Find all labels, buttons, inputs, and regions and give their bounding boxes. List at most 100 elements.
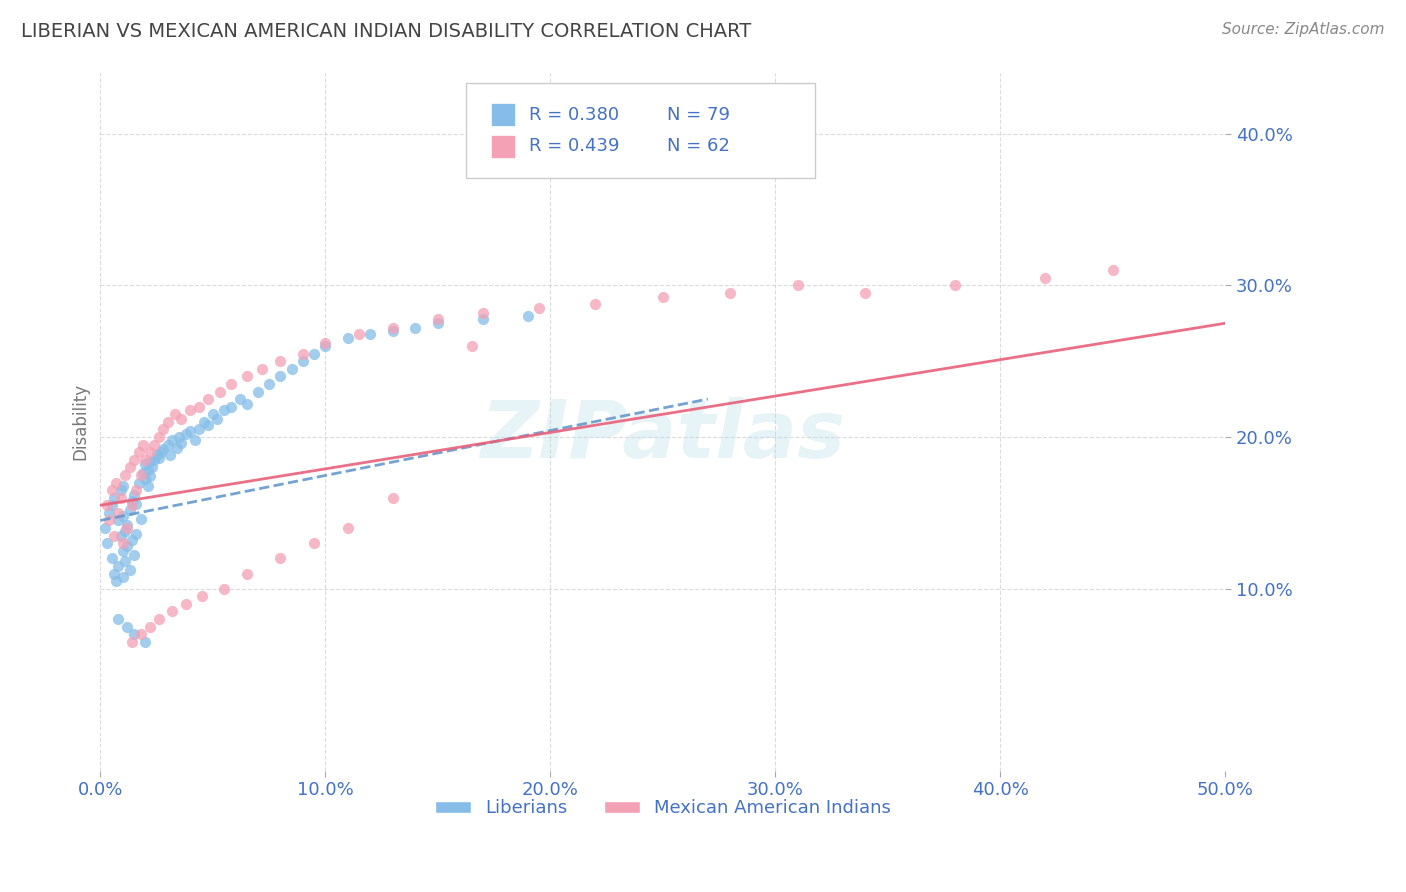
Point xyxy=(111,543,134,558)
Point xyxy=(943,278,966,293)
Point xyxy=(150,445,173,459)
Point xyxy=(105,475,128,490)
Point xyxy=(111,536,134,550)
Point xyxy=(156,415,179,429)
Point xyxy=(103,491,125,505)
Point xyxy=(163,407,186,421)
Point xyxy=(179,424,201,438)
Point xyxy=(134,634,156,648)
Point xyxy=(269,369,291,384)
Point xyxy=(170,436,193,450)
Point xyxy=(212,402,235,417)
Point xyxy=(197,392,219,406)
Point xyxy=(100,483,122,497)
Point xyxy=(117,521,139,535)
Point xyxy=(179,402,201,417)
Point xyxy=(269,354,291,368)
Text: Source: ZipAtlas.com: Source: ZipAtlas.com xyxy=(1222,22,1385,37)
Point xyxy=(125,483,148,497)
Point xyxy=(1101,263,1123,277)
Point xyxy=(170,412,193,426)
Text: N = 62: N = 62 xyxy=(668,137,730,155)
Point xyxy=(235,369,257,384)
Point xyxy=(314,339,336,353)
Point xyxy=(136,463,159,477)
Point xyxy=(122,488,145,502)
Point xyxy=(583,296,606,310)
Point xyxy=(117,539,139,553)
Point xyxy=(125,497,148,511)
Point xyxy=(132,467,155,481)
Point xyxy=(786,278,808,293)
Point xyxy=(105,574,128,588)
Point xyxy=(110,491,132,505)
FancyBboxPatch shape xyxy=(465,84,814,178)
Point xyxy=(110,528,132,542)
Point xyxy=(188,400,211,414)
Point xyxy=(118,564,141,578)
Point xyxy=(347,326,370,341)
Point xyxy=(166,441,188,455)
Point xyxy=(107,612,129,626)
Point xyxy=(174,597,197,611)
Point xyxy=(136,478,159,492)
Point xyxy=(148,451,170,466)
Point xyxy=(96,498,118,512)
Point xyxy=(121,493,143,508)
Point xyxy=(143,452,166,467)
Point xyxy=(129,467,152,482)
Point xyxy=(460,339,482,353)
Point xyxy=(252,361,274,376)
Point xyxy=(122,549,145,563)
Point xyxy=(156,437,179,451)
Point xyxy=(114,524,136,538)
Point xyxy=(1033,270,1056,285)
Point xyxy=(188,422,211,436)
Point xyxy=(114,554,136,568)
Point xyxy=(107,558,129,573)
Text: R = 0.380: R = 0.380 xyxy=(529,106,619,124)
Point xyxy=(201,407,224,421)
Point xyxy=(159,448,181,462)
Point xyxy=(152,442,174,457)
Point xyxy=(718,285,741,300)
Point xyxy=(197,417,219,432)
Text: N = 79: N = 79 xyxy=(668,106,730,124)
Point xyxy=(111,508,134,523)
Point xyxy=(314,335,336,350)
Point xyxy=(207,412,229,426)
Point xyxy=(122,452,145,467)
Point xyxy=(651,290,673,304)
Point xyxy=(103,528,125,542)
Point xyxy=(336,521,359,535)
Point xyxy=(145,448,167,462)
Point xyxy=(139,619,162,633)
Point xyxy=(107,513,129,527)
Point xyxy=(152,422,174,436)
Point xyxy=(132,437,155,451)
Point xyxy=(527,301,550,315)
Point xyxy=(257,376,280,391)
Point xyxy=(117,518,139,533)
Point xyxy=(139,469,162,483)
Point xyxy=(174,427,197,442)
Point xyxy=(190,589,212,603)
Point xyxy=(167,430,190,444)
Point xyxy=(280,361,302,376)
Point xyxy=(100,551,122,566)
Point xyxy=(128,475,150,490)
Point xyxy=(302,536,325,550)
Point xyxy=(148,612,170,626)
Point xyxy=(128,445,150,459)
Point xyxy=(853,285,876,300)
Point xyxy=(134,473,156,487)
Point xyxy=(98,513,121,527)
Point xyxy=(125,527,148,541)
Point xyxy=(143,437,166,451)
Point xyxy=(134,458,156,472)
Point xyxy=(246,384,269,399)
Point xyxy=(381,320,404,334)
Point xyxy=(118,460,141,475)
Y-axis label: Disability: Disability xyxy=(72,384,89,460)
Point xyxy=(471,311,494,326)
